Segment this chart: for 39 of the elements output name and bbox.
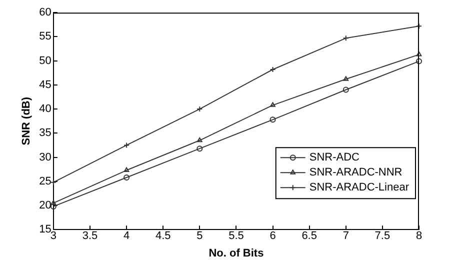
y-tick-label: 25 — [39, 175, 52, 188]
point — [270, 102, 276, 107]
point — [342, 35, 349, 42]
y-axis-title: SNR (dB) — [20, 96, 33, 146]
legend-label: SNR-ARADC-NNR — [309, 166, 402, 179]
point — [124, 174, 130, 181]
y-tick-label: 45 — [39, 78, 52, 91]
x-tick-label: 7 — [342, 230, 349, 242]
x-tick-label: 8 — [416, 230, 422, 242]
x-tick-label: 3 — [50, 230, 56, 242]
y-tick-label: 20 — [39, 200, 52, 212]
y-tick-label: 15 — [39, 224, 52, 236]
y-tick-label: 50 — [39, 54, 52, 67]
x-tick-label: 5.5 — [228, 230, 244, 242]
y-tick-label: 30 — [39, 151, 52, 164]
x-tick-label: 6 — [270, 230, 276, 242]
point — [343, 76, 349, 81]
point — [270, 116, 276, 123]
legend-label: SNR-ARADC-Linear — [309, 182, 410, 194]
y-tick-label: 55 — [39, 30, 52, 43]
x-axis-title: No. of Bits — [208, 247, 264, 260]
x-tick-label: 7.5 — [374, 230, 390, 242]
y-tick-label: 40 — [39, 103, 52, 116]
point — [50, 200, 56, 205]
point — [416, 58, 422, 64]
y-tick-label: 60 — [39, 6, 52, 19]
x-tick-label: 4 — [123, 230, 130, 242]
point — [342, 86, 349, 93]
point — [124, 167, 130, 172]
legend-label: SNR-ADC — [309, 152, 360, 164]
point — [124, 142, 130, 148]
point — [196, 146, 203, 152]
point — [196, 137, 202, 142]
y-tick-label: 35 — [39, 127, 52, 140]
x-tick-label: 3.5 — [82, 230, 98, 242]
x-tick-label: 4.5 — [155, 230, 171, 242]
x-tick-label: 6.5 — [302, 230, 317, 242]
point — [416, 52, 422, 56]
x-tick-label: 5 — [196, 230, 203, 242]
